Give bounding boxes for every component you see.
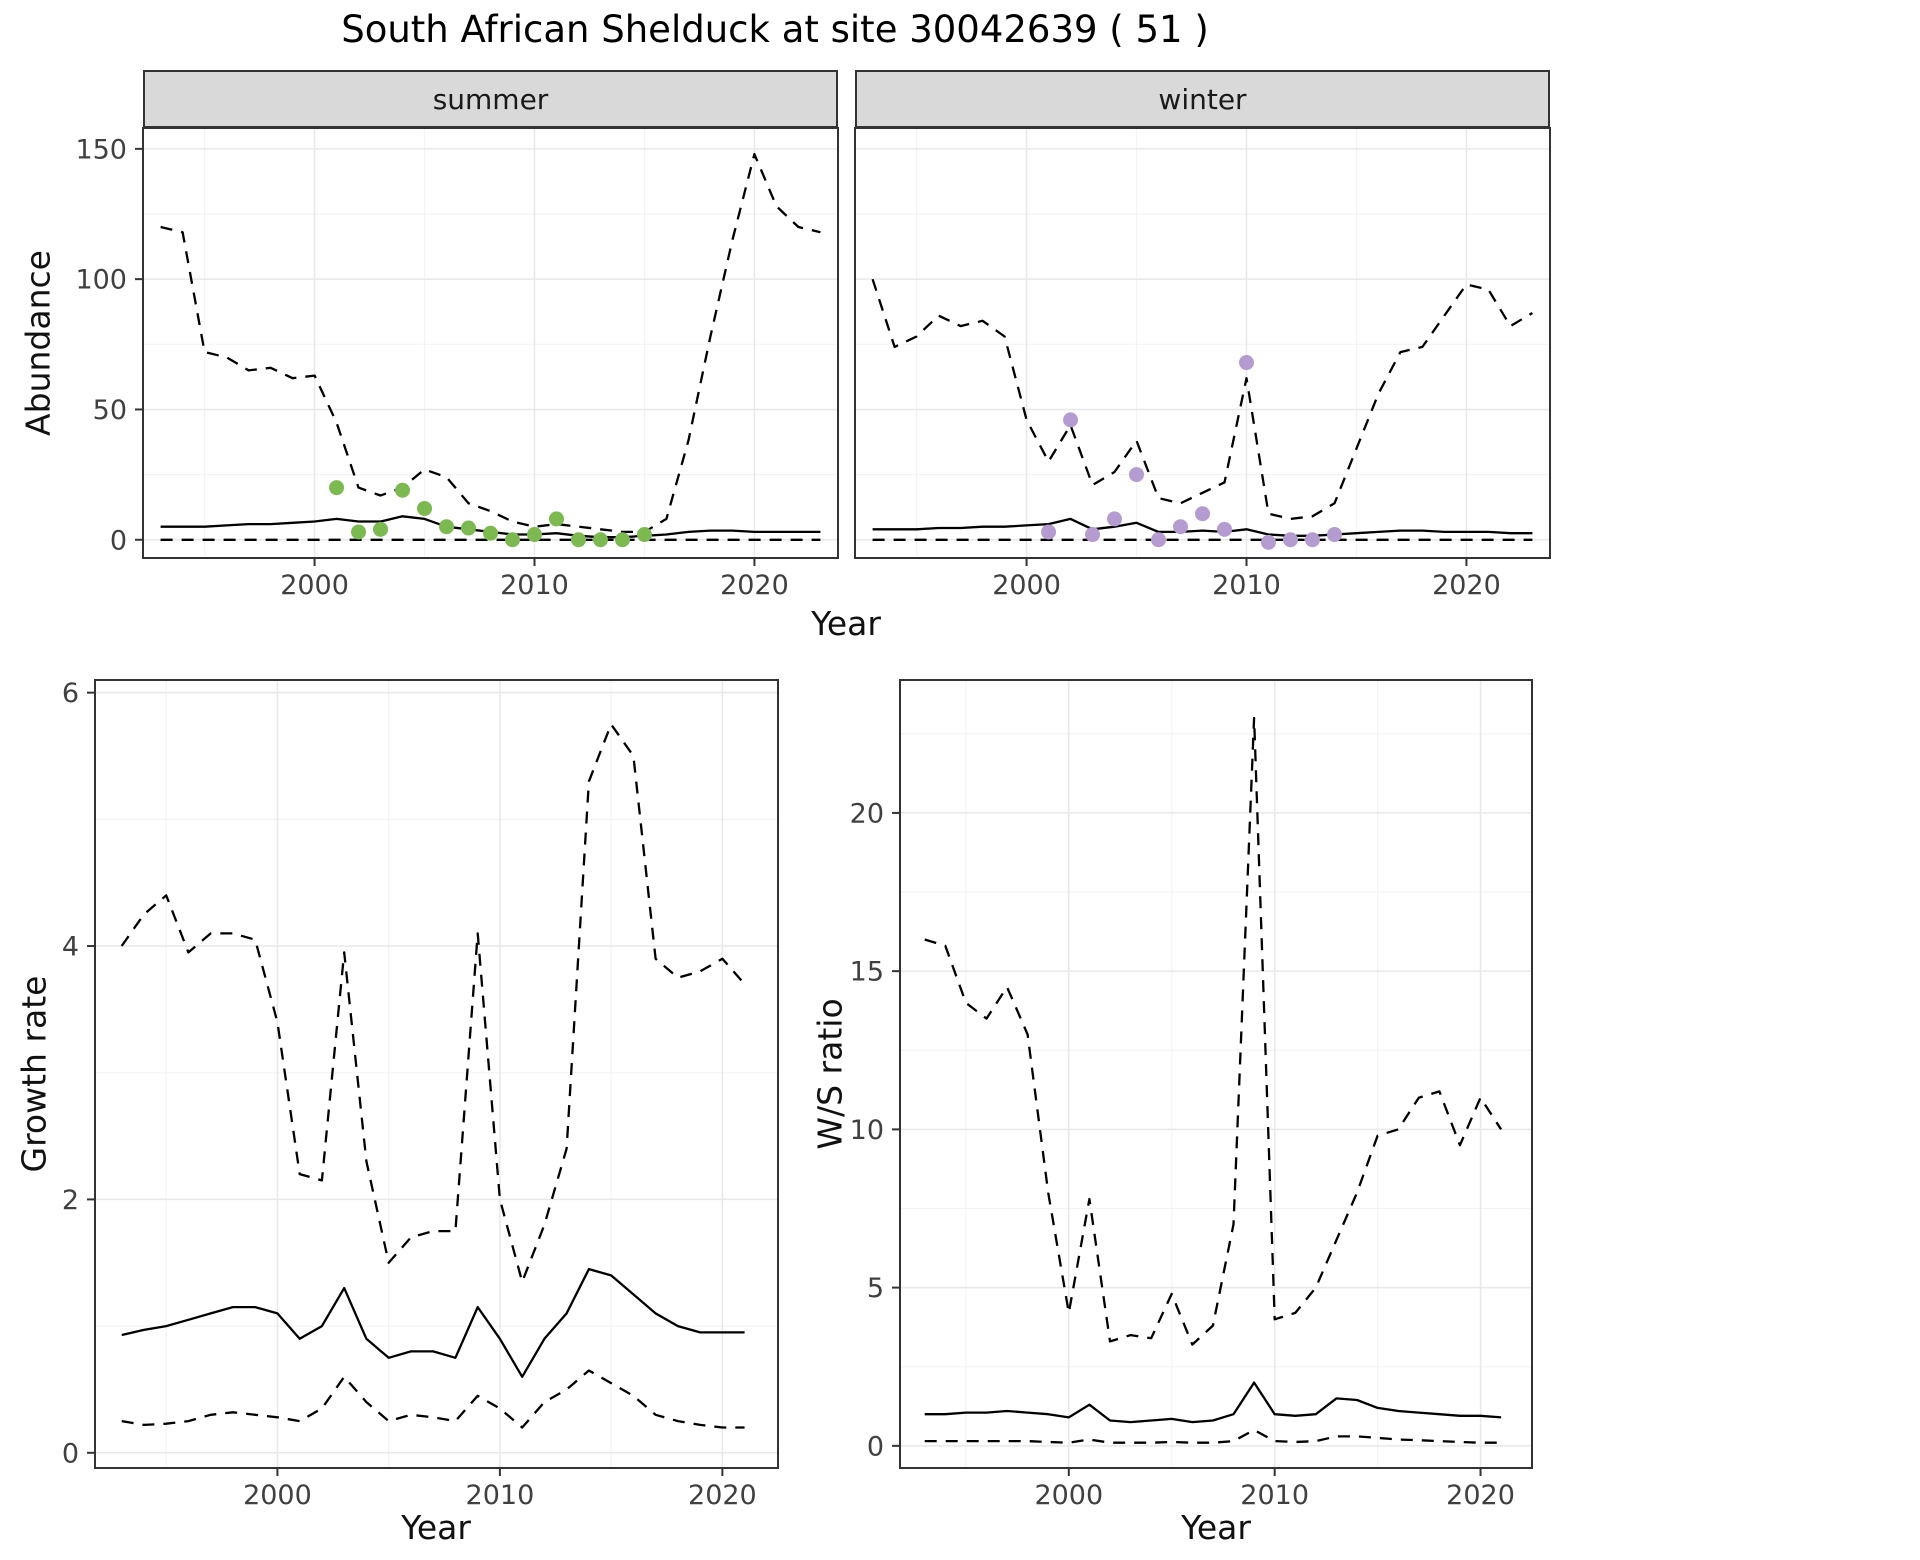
series-upper_ci-ws-ratio	[924, 716, 1503, 1346]
y-tick-label-ws-ratio: 10	[850, 1115, 884, 1146]
x-tick-label-abundance-winter: 2000	[992, 570, 1061, 601]
observed-counts-winter	[1107, 511, 1123, 527]
y-tick-label-ws-ratio: 20	[850, 798, 884, 829]
ws-year-axis-label: Year	[1181, 1508, 1251, 1547]
observed-counts-winter	[1085, 527, 1101, 543]
observed-counts-summer	[351, 524, 367, 540]
y-tick-label-growth-rate: 0	[62, 1438, 79, 1469]
panel-background-ws-ratio	[900, 680, 1532, 1468]
panel-background-abundance-winter	[855, 128, 1550, 558]
growth-rate-axis-label: Growth rate	[14, 975, 54, 1173]
observed-counts-winter	[1304, 532, 1320, 548]
y-tick-label-ws-ratio: 0	[867, 1431, 884, 1462]
panel-border-growth-rate	[94, 679, 779, 1469]
series-median-growth-rate	[121, 1267, 745, 1378]
panel-background-growth-rate	[95, 680, 778, 1468]
x-tick-label-growth-rate: 2000	[243, 1480, 312, 1511]
series-lower_ci-ws-ratio	[924, 1428, 1502, 1444]
panel-border-abundance-summer	[142, 127, 839, 559]
observed-counts-winter	[1173, 519, 1189, 535]
growth-year-axis-label: Year	[401, 1508, 471, 1547]
y-tick-label-ws-ratio: 5	[867, 1273, 884, 1304]
x-tick-label-ws-ratio: 2010	[1240, 1480, 1309, 1511]
observed-counts-winter	[1063, 412, 1079, 428]
observed-counts-summer	[373, 521, 389, 537]
ws-ratio-axis-label: W/S ratio	[810, 998, 850, 1150]
y-tick-label-growth-rate: 2	[62, 1185, 79, 1216]
observed-counts-summer	[526, 527, 542, 543]
y-tick-label-abundance-summer: 150	[75, 134, 127, 165]
panel-border-abundance-winter	[854, 127, 1551, 559]
observed-counts-summer	[592, 532, 608, 548]
y-tick-label-abundance-summer: 100	[75, 265, 127, 296]
observed-counts-summer	[483, 525, 498, 541]
observed-counts-summer	[636, 527, 652, 543]
observed-counts-summer	[504, 532, 520, 548]
series-upper_ci-abundance-winter	[871, 278, 1533, 521]
observed-counts-winter	[1282, 532, 1298, 548]
observed-counts-winter	[1326, 527, 1342, 543]
y-tick-label-abundance-summer: 0	[110, 525, 127, 556]
x-tick-label-ws-ratio: 2020	[1446, 1480, 1515, 1511]
series-upper_ci-abundance-summer	[160, 152, 821, 534]
x-tick-label-abundance-summer: 2000	[280, 570, 349, 601]
observed-counts-winter	[1151, 532, 1167, 548]
x-tick-label-abundance-summer: 2020	[720, 570, 789, 601]
abundance-axis-label: Abundance	[18, 250, 58, 436]
panel-border-ws-ratio	[899, 679, 1533, 1469]
observed-counts-summer	[395, 482, 411, 498]
series-median-abundance-winter	[872, 517, 1533, 537]
series-median-ws-ratio	[924, 1381, 1502, 1424]
observed-counts-winter	[1238, 355, 1254, 371]
observed-counts-winter	[1216, 521, 1232, 537]
observed-counts-winter	[1041, 524, 1057, 540]
x-tick-label-abundance-winter: 2010	[1212, 570, 1281, 601]
y-tick-label-ws-ratio: 15	[850, 957, 884, 988]
plot-title: South African Shelduck at site 30042639 …	[341, 8, 1209, 51]
observed-counts-winter	[1195, 506, 1210, 522]
y-tick-label-growth-rate: 4	[62, 932, 79, 963]
observed-counts-summer	[548, 511, 564, 527]
x-tick-label-abundance-winter: 2020	[1432, 570, 1501, 601]
x-tick-label-growth-rate: 2010	[466, 1480, 535, 1511]
facet-strip-winter: winter	[855, 70, 1550, 128]
facet-strip-summer: summer	[143, 70, 838, 128]
top-year-axis-label: Year	[811, 604, 881, 643]
series-lower_ci-growth-rate	[121, 1369, 745, 1429]
observed-counts-summer	[439, 519, 455, 535]
panel-background-abundance-summer	[143, 128, 838, 558]
observed-counts-summer	[570, 532, 586, 548]
x-tick-label-ws-ratio: 2000	[1034, 1480, 1103, 1511]
facet-strip-winter-label: winter	[1158, 82, 1247, 116]
series-upper_ci-growth-rate	[120, 723, 746, 1283]
observed-counts-summer	[461, 520, 477, 536]
y-tick-label-abundance-summer: 50	[93, 395, 127, 426]
facet-strip-summer-label: summer	[432, 82, 549, 116]
observed-counts-winter	[1260, 534, 1276, 550]
x-tick-label-growth-rate: 2020	[688, 1480, 757, 1511]
observed-counts-summer	[329, 480, 345, 496]
x-tick-label-abundance-summer: 2010	[500, 570, 569, 601]
observed-counts-winter	[1129, 467, 1145, 483]
observed-counts-summer	[417, 500, 433, 516]
y-tick-label-growth-rate: 6	[62, 678, 79, 709]
observed-counts-summer	[614, 532, 630, 548]
